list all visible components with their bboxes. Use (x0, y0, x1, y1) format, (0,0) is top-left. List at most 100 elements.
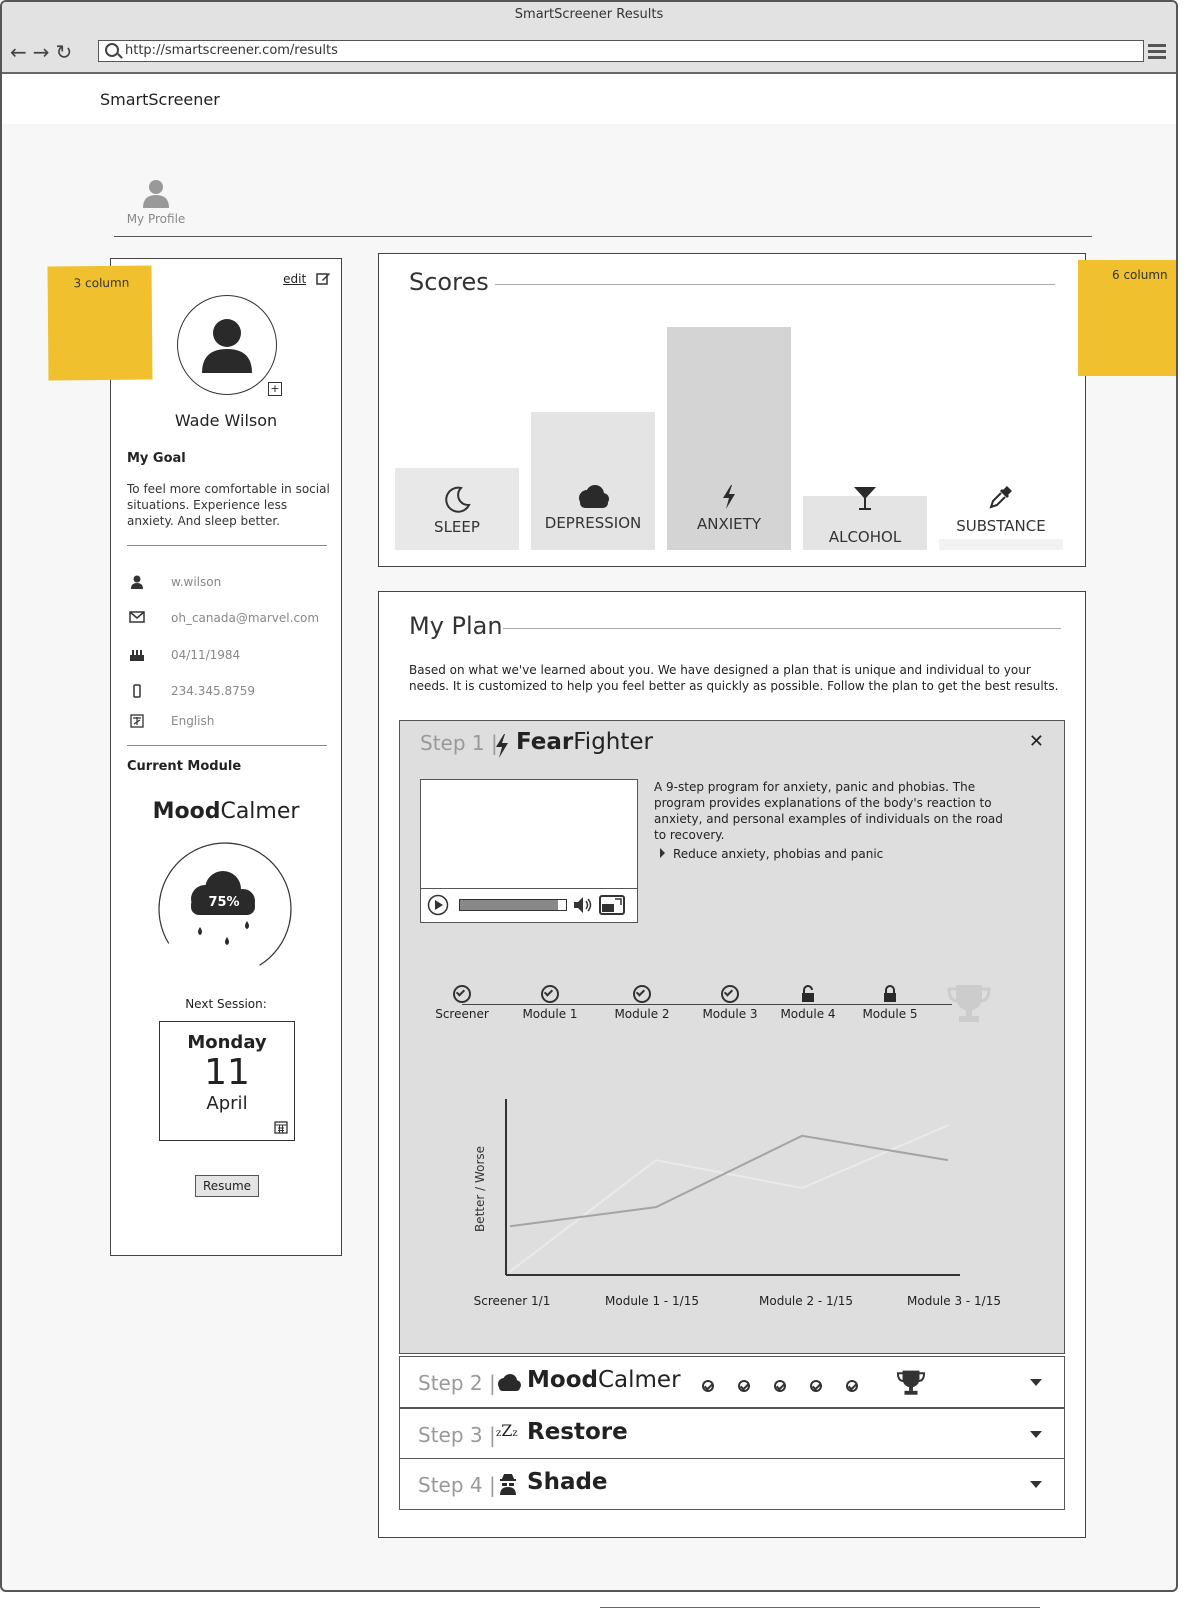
module-node-5[interactable]: Module 5 (850, 985, 930, 1021)
step-2-name-bold: Mood (527, 1367, 598, 1393)
fullscreen-icon[interactable] (599, 895, 625, 915)
calendar-icon[interactable] (274, 1120, 288, 1134)
score-bar-alcohol[interactable]: ALCOHOL (803, 487, 927, 550)
lightning-icon (496, 734, 508, 758)
plan-panel: My Plan Based on what we've learned abou… (378, 591, 1086, 1538)
chart-series-0 (509, 1134, 949, 1228)
module-node-label: Module 4 (780, 1007, 836, 1021)
email: oh_canada@marvel.com (171, 611, 320, 625)
video-scrubber[interactable] (459, 899, 567, 911)
birthday-cake-icon (130, 650, 144, 661)
current-module-heading: Current Module (127, 759, 242, 774)
session-month: April (206, 1093, 248, 1114)
birthday: 04/11/1984 (171, 648, 241, 662)
profile-panel: edit + Wade Wilson My Goal To feel more … (110, 258, 342, 1256)
edit-link[interactable]: edit (283, 271, 331, 286)
spy-icon (500, 1474, 516, 1495)
divider (495, 284, 1055, 285)
module-node-icon-wrap (510, 985, 590, 1005)
user-icon (143, 180, 169, 208)
step-1-bullet: Reduce anxiety, phobias and panic (660, 847, 883, 861)
session-day: Monday (187, 1032, 267, 1053)
back-arrow-icon[interactable]: ← (10, 40, 33, 64)
close-icon[interactable]: ✕ (1028, 731, 1044, 752)
module-node-0[interactable]: Screener (422, 985, 502, 1021)
plan-title: My Plan (409, 612, 503, 640)
step-1-label: Step 1 | (420, 731, 498, 755)
step-1-name-light: Fighter (573, 729, 653, 755)
user-name: Wade Wilson (174, 411, 278, 430)
edit-icon (316, 273, 330, 285)
scores-panel: Scores SLEEP DEPRESSION ANXIETY ALCOHOL … (378, 253, 1086, 567)
score-label-depression: DEPRESSION (544, 514, 642, 532)
window-title: SmartScreener Results (2, 2, 1176, 30)
module-node-1[interactable]: Module 1 (510, 985, 590, 1021)
mobile-phone-icon (133, 684, 141, 698)
resume-button[interactable]: Resume (195, 1175, 259, 1197)
url-bar[interactable]: http://smartscreener.com/results (98, 40, 1144, 62)
video-player[interactable] (420, 779, 638, 923)
divider (421, 888, 637, 889)
plan-intro: Based on what we've learned about you. W… (409, 663, 1059, 693)
app-header: SmartScreener (2, 74, 1176, 124)
progress-percent: 75% (208, 895, 239, 910)
chart-x-tick-label: Module 1 - 1/15 (605, 1294, 699, 1308)
play-icon[interactable] (427, 894, 449, 916)
module-name-light: Calmer (220, 799, 300, 824)
score-bar-depression[interactable]: DEPRESSION (531, 412, 655, 550)
module-node-2[interactable]: Module 2 (602, 985, 682, 1021)
brand-name: SmartScreener (100, 90, 220, 109)
score-bar-substance[interactable]: SUBSTANCE (939, 486, 1063, 550)
score-bar-sleep[interactable]: SLEEP (395, 468, 519, 550)
chevron-down-icon[interactable] (1030, 1379, 1042, 1386)
sleep-zzz-icon: zZz (496, 1421, 518, 1440)
module-progress-ring: 75% (158, 842, 292, 976)
volume-icon[interactable] (573, 896, 593, 914)
step-4-label: Step 4 | (418, 1473, 496, 1497)
score-label-substance: SUBSTANCE (956, 517, 1046, 535)
module-progress-track (462, 1004, 952, 1005)
language-icon (130, 714, 144, 728)
module-node-label: Module 3 (702, 1007, 758, 1021)
chart-x-tick-label: Screener 1/1 (474, 1294, 551, 1308)
next-session-card[interactable]: Monday 11 April (159, 1021, 295, 1141)
module-node-icon-wrap (850, 985, 930, 1005)
module-node-4[interactable]: Module 4 (768, 985, 848, 1021)
step-1-card: Step 1 | FearFighter ✕ A 9-step program … (399, 720, 1065, 1354)
step-2-row[interactable]: Step 2 | MoodCalmer (399, 1356, 1065, 1408)
my-profile-tab[interactable]: My Profile (126, 178, 186, 226)
check-icon (702, 1380, 714, 1392)
module-node-label: Module 5 (862, 1007, 918, 1021)
menu-icon[interactable] (1148, 44, 1166, 62)
url-text: http://smartscreener.com/results (125, 43, 338, 58)
edit-label: edit (283, 272, 307, 286)
chevron-down-icon[interactable] (1030, 1481, 1042, 1488)
score-bar-anxiety[interactable]: ANXIETY (667, 327, 791, 550)
goal-heading: My Goal (127, 451, 186, 466)
lock-icon (884, 985, 896, 1002)
step-1-bullet-text: Reduce anxiety, phobias and panic (673, 847, 884, 861)
module-node-label: Module 1 (522, 1007, 578, 1021)
forward-arrow-icon[interactable]: → (32, 40, 56, 64)
lightning-icon (723, 485, 735, 509)
chevron-down-icon[interactable] (1030, 1431, 1042, 1438)
step-1-description: A 9-step program for anxiety, panic and … (654, 780, 1003, 842)
divider (114, 236, 1092, 237)
avatar[interactable]: + (177, 295, 282, 396)
step-2-label: Step 2 | (418, 1371, 496, 1395)
eyedropper-icon (989, 486, 1012, 509)
step-4-row[interactable]: Step 4 | Shade (399, 1458, 1065, 1510)
module-node-3[interactable]: Module 3 (690, 985, 770, 1021)
reload-icon[interactable]: ↻ (55, 40, 79, 64)
sticky-note-right: 6 column (1078, 260, 1176, 376)
score-label-sleep: SLEEP (434, 518, 480, 536)
user-icon (131, 575, 143, 589)
envelope-icon (129, 611, 145, 623)
step-3-row[interactable]: Step 3 | zZz Restore (399, 1408, 1065, 1460)
rain-cloud-icon (191, 871, 255, 945)
trophy-icon (947, 985, 991, 1022)
add-photo-icon[interactable]: + (268, 382, 282, 396)
goal-text: To feel more comfortable in social situa… (127, 482, 330, 528)
check-circle-icon (541, 985, 559, 1003)
check-icon (846, 1380, 858, 1392)
